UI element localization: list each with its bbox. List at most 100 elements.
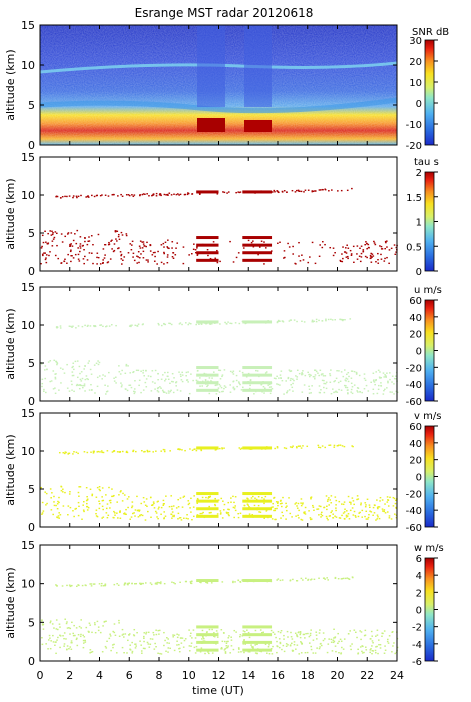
data-point [106, 640, 108, 642]
data-point [91, 650, 94, 653]
data-point [118, 371, 121, 373]
data-point [282, 320, 284, 322]
data-point [365, 518, 368, 520]
data-point [279, 641, 282, 644]
data-point [126, 389, 129, 392]
data-point [363, 651, 365, 654]
data-point [132, 252, 135, 255]
data-point [207, 384, 209, 386]
data-point [221, 448, 224, 450]
data-point [95, 362, 98, 365]
data-point [348, 375, 350, 378]
data-point [86, 499, 89, 501]
data-point [139, 514, 141, 517]
data-point [276, 651, 278, 654]
data-point [395, 651, 398, 654]
data-point [123, 584, 126, 586]
data-point [342, 257, 344, 260]
data-point [317, 372, 319, 374]
data-point [376, 634, 379, 636]
data-point [278, 377, 280, 379]
data-point [158, 506, 160, 508]
data-point [181, 506, 184, 508]
data-point [269, 392, 272, 395]
data-point [90, 451, 92, 453]
data-point [301, 503, 304, 505]
data-point [384, 645, 386, 647]
data-point [194, 637, 197, 639]
data-point [96, 620, 99, 623]
data-point [113, 510, 115, 513]
data-point [346, 515, 349, 517]
data-point [127, 506, 129, 509]
data-point [66, 233, 69, 235]
data-point [125, 513, 127, 516]
data-point [367, 516, 370, 519]
data-point [382, 372, 385, 374]
data-point [373, 512, 376, 514]
data-point [160, 324, 163, 327]
data-point [188, 322, 191, 324]
data-point [136, 632, 138, 634]
data-point [78, 260, 81, 262]
data-point [314, 652, 317, 654]
data-point [125, 194, 128, 196]
data-point [78, 495, 80, 497]
data-point [291, 189, 294, 192]
data-point [105, 494, 107, 496]
data-point [45, 492, 48, 495]
data-point [241, 386, 244, 388]
data-point [182, 262, 185, 265]
data-point [346, 189, 349, 192]
data-point [315, 631, 318, 633]
data-point [348, 501, 351, 503]
data-point [201, 496, 204, 499]
data-point [252, 240, 254, 242]
data-point [355, 371, 358, 374]
data-point [228, 635, 230, 637]
data-point [81, 518, 83, 520]
data-point [184, 580, 187, 583]
data-point [98, 375, 101, 377]
data-point [149, 244, 152, 247]
data-point [347, 247, 350, 249]
data-point [313, 578, 316, 581]
data-point [243, 651, 245, 654]
data-point [377, 252, 379, 255]
data-point [324, 188, 327, 190]
data-point [111, 194, 114, 196]
data-point [339, 638, 342, 641]
data-point [377, 259, 379, 261]
data-point [92, 262, 94, 265]
data-point [56, 503, 59, 505]
data-point [187, 381, 189, 383]
data-point [220, 647, 223, 649]
data-point [324, 578, 326, 580]
data-point [281, 379, 284, 382]
data-point [285, 380, 287, 382]
data-point [355, 516, 357, 518]
colorbar-label: w m/s [414, 543, 444, 554]
data-point [204, 379, 207, 381]
data-point [162, 499, 165, 502]
data-point [340, 189, 343, 192]
data-point [72, 196, 74, 199]
data-point [273, 377, 276, 379]
data-point [86, 496, 88, 498]
plot-area [40, 444, 398, 521]
data-point [372, 388, 375, 390]
data-point [121, 369, 123, 372]
data-point [85, 626, 88, 629]
data-point [280, 629, 283, 632]
data-point [196, 254, 199, 256]
data-point [377, 262, 380, 264]
data-point [158, 324, 160, 326]
data-point [137, 323, 140, 325]
data-point [311, 241, 314, 244]
data-point [189, 323, 192, 325]
data-point [374, 652, 377, 654]
data-point [166, 246, 169, 248]
data-point [143, 635, 145, 638]
data-point [158, 633, 160, 635]
